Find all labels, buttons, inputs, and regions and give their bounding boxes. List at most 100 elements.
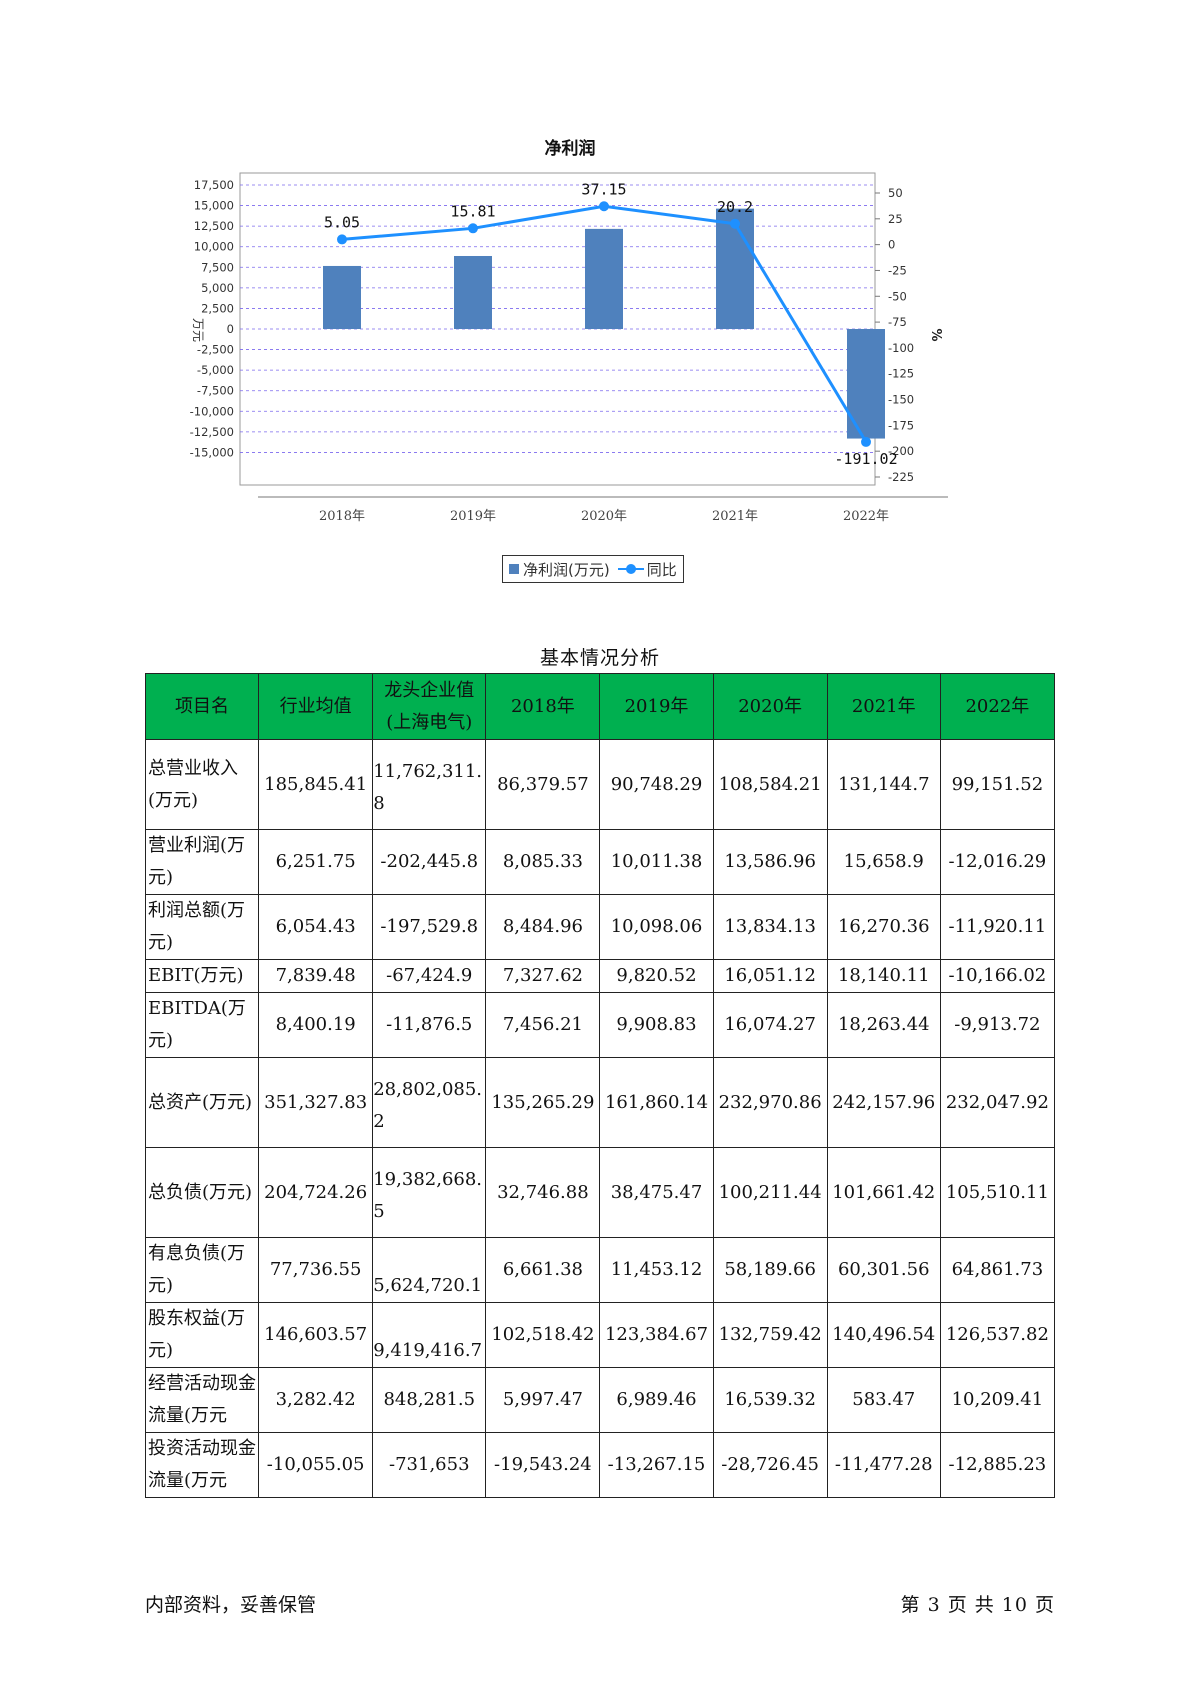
value-cell: 58,189.66 xyxy=(712,1237,828,1303)
value-cell: -731,653 xyxy=(372,1432,487,1498)
table-row: 总资产(万元) 351,327.83 28,802,085.2 135,265.29 1… xyxy=(144,1057,1056,1148)
value-cell: 6,251.75 xyxy=(258,829,374,895)
value-cell: 90,748.29 xyxy=(599,739,714,830)
value-cell: 848,281.5 xyxy=(372,1367,487,1433)
yoy-data-label: 15.81 xyxy=(450,202,495,220)
footer-page-number: 第 3 页 共 10 页 xyxy=(900,1594,1055,1616)
value-cell: 60,301.56 xyxy=(826,1237,941,1303)
table-header-row: 项目名 行业均值 龙头企业值(上海电气) 2018年 2019年 2020年 2… xyxy=(144,673,1056,740)
value-cell: 232,970.86 xyxy=(712,1057,828,1148)
yoy-data-label: 37.15 xyxy=(581,180,626,198)
value-cell: 161,860.14 xyxy=(599,1057,714,1148)
table-row: 利润总额(万元) 6,054.43 -197,529.8 8,484.96 10,098… xyxy=(144,894,1056,960)
table-row: 投资活动现金流量(万元 -10,055.05 -731,653 -19,543.24-… xyxy=(144,1432,1056,1498)
value-cell: 9,820.52 xyxy=(599,959,714,993)
yoy-data-label: 5.05 xyxy=(324,213,360,231)
value-cell: -19,543.24 xyxy=(485,1432,601,1498)
profit-bar xyxy=(585,228,623,329)
value-cell: 140,496.54 xyxy=(826,1302,941,1368)
value-cell: 10,209.41 xyxy=(939,1367,1056,1433)
profit-bar xyxy=(323,265,361,329)
row-label-cell: 股东权益(万元) xyxy=(144,1302,260,1368)
table-row: EBIT(万元) 7,839.48 -67,424.9 7,327.62 9,820.5… xyxy=(144,959,1056,993)
value-cell: 86,379.57 xyxy=(485,739,601,830)
profit-bar xyxy=(454,255,492,329)
value-cell: 7,839.48 xyxy=(258,959,374,993)
net-profit-chart: 17,500 15,000 12,500 10,000 7,500 5,000 2,500 0… xyxy=(170,135,970,595)
y-tick-label: 15,000 xyxy=(194,199,234,213)
value-cell: -12,885.23 xyxy=(939,1432,1056,1498)
legend-line-label: 同比 xyxy=(646,560,677,579)
value-cell: 132,759.42 xyxy=(712,1302,828,1368)
y-tick-label: 7,500 xyxy=(201,260,234,274)
value-cell: 9,419,416.7 xyxy=(372,1302,487,1368)
value-cell: 9,908.83 xyxy=(599,992,714,1058)
y-tick-label: -7,500 xyxy=(197,384,234,398)
table-row: 有息负债(万元) 77,736.55 5,624,720.1 6,661.38 11,4… xyxy=(144,1237,1056,1303)
value-cell: 108,584.21 xyxy=(712,739,828,830)
value-cell: -67,424.9 xyxy=(372,959,487,993)
value-cell: 11,453.12 xyxy=(599,1237,714,1303)
value-cell: 204,724.26 xyxy=(258,1147,374,1238)
value-cell: 32,746.88 xyxy=(485,1147,601,1238)
value-cell: 16,051.12 xyxy=(712,959,828,993)
value-cell: -9,913.72 xyxy=(939,992,1056,1058)
header-cell: 2022年 xyxy=(939,673,1056,740)
value-cell: -11,477.28 xyxy=(826,1432,941,1498)
header-cell: 2019年 xyxy=(599,673,714,740)
value-cell: 102,518.42 xyxy=(485,1302,601,1368)
value-cell: -11,920.11 xyxy=(939,894,1056,960)
y2-tick-label: 50 xyxy=(888,186,903,200)
y-tick-label: 5,000 xyxy=(201,281,234,295)
value-cell: 15,658.9 xyxy=(826,829,941,895)
value-cell: 8,400.19 xyxy=(258,992,374,1058)
y2-tick-label: -150 xyxy=(888,393,914,407)
table-row: 股东权益(万元) 146,603.57 9,419,416.7 102,518.42 1… xyxy=(144,1302,1056,1368)
header-cell: 龙头企业值(上海电气) xyxy=(372,673,487,740)
value-cell: 351,327.83 xyxy=(258,1057,374,1148)
legend-bar-swatch xyxy=(509,564,519,574)
value-cell: -10,166.02 xyxy=(939,959,1056,993)
value-cell: -202,445.8 xyxy=(372,829,487,895)
row-label-cell: EBIT(万元) xyxy=(144,959,260,993)
value-cell: 16,270.36 xyxy=(826,894,941,960)
value-cell: 3,282.42 xyxy=(258,1367,374,1433)
basic-analysis-table: 项目名 行业均值 龙头企业值(上海电气) 2018年 2019年 2020年 2… xyxy=(144,673,1056,1498)
yoy-point xyxy=(337,234,347,245)
x-tick-label: 2020年 xyxy=(581,509,627,524)
value-cell: 5,997.47 xyxy=(485,1367,601,1433)
y2-tick-label: -25 xyxy=(888,263,907,277)
value-cell: 7,327.62 xyxy=(485,959,601,993)
value-cell: 10,011.38 xyxy=(599,829,714,895)
legend-bar-label: 净利润(万元) xyxy=(523,560,610,579)
header-cell: 行业均值 xyxy=(258,673,374,740)
chart-legend: 净利润(万元) 同比 xyxy=(502,555,684,583)
value-cell: 5,624,720.1 xyxy=(372,1237,487,1303)
row-label-cell: 总营业收入(万元) xyxy=(144,739,260,830)
row-label-cell: 投资活动现金流量(万元 xyxy=(144,1432,260,1498)
value-cell: 10,098.06 xyxy=(599,894,714,960)
x-tick-label: 2019年 xyxy=(450,509,496,524)
value-cell: 6,661.38 xyxy=(485,1237,601,1303)
value-cell: 135,265.29 xyxy=(485,1057,601,1148)
chart-svg: 17,500 15,000 12,500 10,000 7,500 5,000 2,500 0… xyxy=(190,138,948,524)
y-tick-label: -12,500 xyxy=(190,425,234,439)
value-cell: 28,802,085.2 xyxy=(372,1057,487,1148)
y2-tick-label: -50 xyxy=(888,289,907,303)
value-cell: -28,726.45 xyxy=(712,1432,828,1498)
row-label-cell: EBITDA(万元) xyxy=(144,992,260,1058)
value-cell: 100,211.44 xyxy=(712,1147,828,1238)
value-cell: 105,510.11 xyxy=(939,1147,1056,1238)
y-tick-label: 17,500 xyxy=(194,178,234,192)
table-row: 营业利润(万元) 6,251.75 -202,445.8 8,085.33 10,011… xyxy=(144,829,1056,895)
y2-tick-label: -200 xyxy=(888,444,914,458)
row-label-cell: 经营活动现金流量(万元 xyxy=(144,1367,260,1433)
value-cell: 18,140.11 xyxy=(826,959,941,993)
y-tick-label: -5,000 xyxy=(197,363,234,377)
value-cell: 232,047.92 xyxy=(939,1057,1056,1148)
value-cell: 16,539.32 xyxy=(712,1367,828,1433)
row-label-cell: 总资产(万元) xyxy=(144,1057,260,1148)
value-cell: 101,661.42 xyxy=(826,1147,941,1238)
y-tick-label: -10,000 xyxy=(190,404,234,418)
header-cell: 项目名 xyxy=(144,673,260,740)
